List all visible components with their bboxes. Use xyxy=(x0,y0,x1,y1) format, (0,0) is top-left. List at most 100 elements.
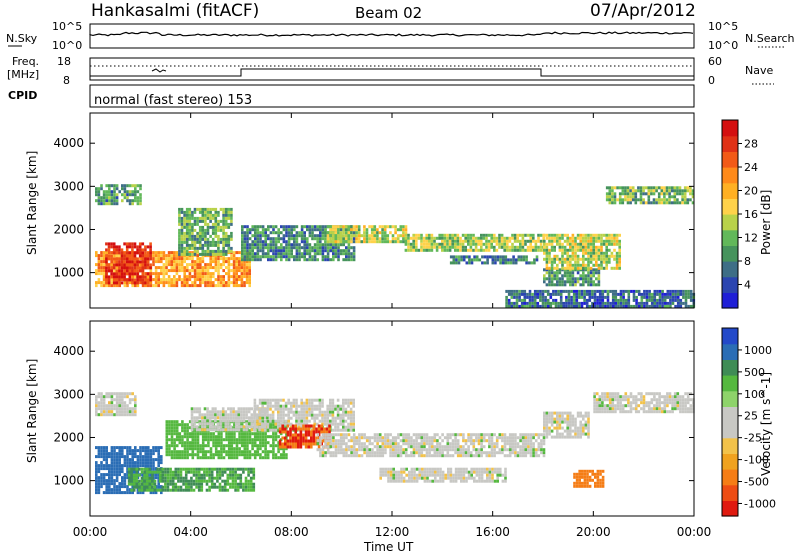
echo-cell xyxy=(528,298,532,302)
echo-cell xyxy=(123,392,127,396)
echo-cell xyxy=(339,413,342,417)
echo-cell xyxy=(183,444,187,448)
echo-cell xyxy=(342,422,345,426)
echo-cell xyxy=(579,257,582,261)
echo-cell xyxy=(611,201,614,205)
echo-cell xyxy=(350,252,353,256)
echo-cell xyxy=(196,216,199,220)
echo-cell xyxy=(227,425,230,429)
echo-cell xyxy=(391,240,395,244)
echo-cell xyxy=(227,456,231,460)
echo-cell xyxy=(190,479,193,483)
echo-cell xyxy=(235,272,238,276)
echo-cell xyxy=(595,268,598,272)
echo-cell xyxy=(363,228,366,232)
echo-cell xyxy=(217,210,220,214)
echo-cell xyxy=(474,236,478,240)
echo-cell xyxy=(319,231,322,235)
echo-cell xyxy=(118,395,121,399)
echo-cell xyxy=(175,429,179,433)
echo-cell xyxy=(217,240,220,244)
echo-cell xyxy=(227,450,231,454)
echo-cell xyxy=(239,467,243,471)
echo-cell xyxy=(178,240,181,244)
echo-cell xyxy=(567,289,571,293)
echo-cell xyxy=(194,453,197,457)
echo-cell xyxy=(230,254,233,258)
echo-cell xyxy=(647,201,651,205)
echo-cell xyxy=(640,304,644,308)
echo-cell xyxy=(162,272,166,276)
echo-cell xyxy=(259,231,262,235)
echo-cell xyxy=(160,260,163,264)
echo-cell xyxy=(559,295,563,299)
echo-cell xyxy=(541,304,545,308)
echo-cell xyxy=(149,455,153,459)
echo-cell xyxy=(207,432,210,436)
echo-cell xyxy=(165,423,169,427)
echo-cell xyxy=(115,410,119,414)
echo-cell xyxy=(211,216,215,220)
echo-cell xyxy=(253,435,257,439)
echo-cell xyxy=(218,482,222,486)
echo-cell xyxy=(321,416,324,420)
echo-cell xyxy=(178,438,182,442)
echo-cell xyxy=(347,234,351,238)
echo-cell xyxy=(280,246,283,250)
echo-cell xyxy=(517,258,521,262)
echo-cell xyxy=(214,240,218,244)
echo-cell xyxy=(206,278,210,282)
echo-cell xyxy=(290,234,293,238)
echo-cell xyxy=(531,301,534,305)
echo-cell xyxy=(154,281,158,285)
echo-cell xyxy=(259,435,262,439)
echo-cell xyxy=(383,225,387,229)
echo-cell xyxy=(118,470,121,474)
echo-cell xyxy=(676,295,680,299)
echo-cell xyxy=(241,231,244,235)
echo-cell xyxy=(149,452,153,456)
echo-cell xyxy=(378,225,382,229)
echo-cell xyxy=(247,419,251,423)
echo-cell xyxy=(181,444,184,448)
echo-cell xyxy=(175,260,179,264)
echo-cell xyxy=(494,255,497,259)
echo-cell xyxy=(600,239,603,243)
echo-cell xyxy=(610,239,614,243)
echo-cell xyxy=(683,189,687,193)
echo-cell xyxy=(205,479,209,483)
echo-cell xyxy=(195,482,198,486)
echo-cell xyxy=(596,304,599,308)
echo-cell xyxy=(261,249,265,253)
echo-cell xyxy=(216,467,219,471)
echo-cell xyxy=(295,249,299,253)
echo-cell xyxy=(274,435,278,439)
echo-cell xyxy=(274,438,278,442)
echo-cell xyxy=(191,228,194,232)
echo-cell xyxy=(498,233,501,237)
echo-cell xyxy=(653,301,657,305)
echo-cell xyxy=(196,441,200,445)
echo-cell xyxy=(558,257,562,261)
power-echo-cells xyxy=(95,184,696,308)
echo-cell xyxy=(126,458,129,462)
echo-cell xyxy=(574,277,577,281)
echo-cell xyxy=(428,236,431,240)
echo-cell xyxy=(217,444,221,448)
echo-cell xyxy=(178,441,182,445)
echo-cell xyxy=(347,401,350,405)
echo-cell xyxy=(279,422,283,426)
cpid-program: normal (fast stereo) 153 xyxy=(94,93,252,108)
echo-cell xyxy=(337,240,340,244)
echo-cell xyxy=(246,228,249,232)
echo-cell xyxy=(485,242,488,246)
echo-cell xyxy=(240,275,244,279)
echo-cell xyxy=(173,450,176,454)
echo-cell xyxy=(259,441,262,445)
echo-cell xyxy=(543,280,546,284)
echo-cell xyxy=(165,435,169,439)
echo-cell xyxy=(575,292,579,296)
echo-cell xyxy=(355,240,358,244)
echo-cell xyxy=(617,292,620,296)
echo-cell xyxy=(105,404,108,408)
